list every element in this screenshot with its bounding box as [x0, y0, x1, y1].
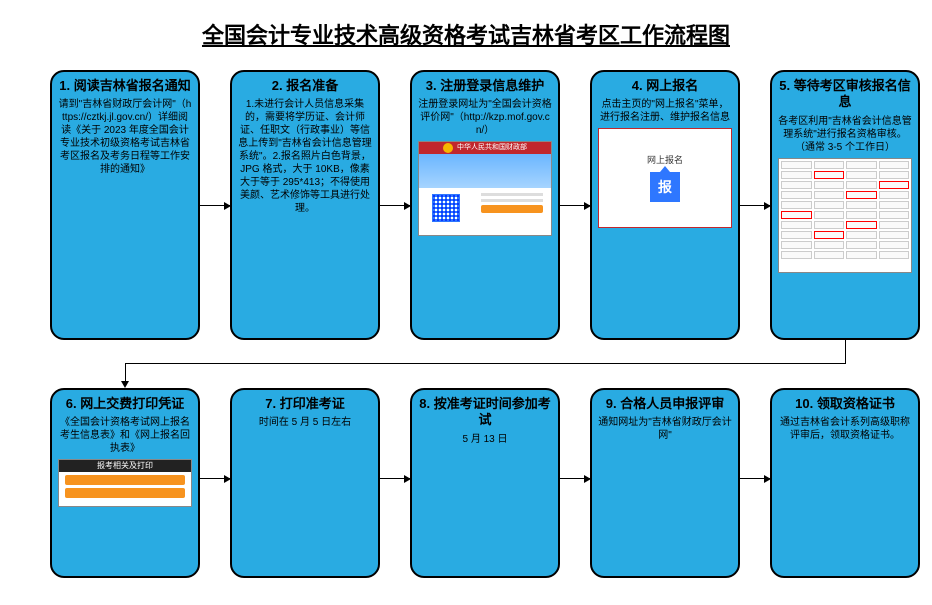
arrow-6-7 — [200, 478, 230, 479]
connector-v1 — [845, 340, 846, 363]
thumb-print-label: 报考相关及打印 — [59, 460, 191, 472]
page-title: 全国会计专业技术高级资格考试吉林省考区工作流程图 — [0, 0, 932, 58]
box-2-title: 2. 报名准备 — [238, 78, 372, 94]
thumb-icon: 网上报名 报 — [598, 128, 732, 228]
flow-box-5: 5. 等待考区审核报名信息 各考区利用"吉林省会计信息管理系统"进行报名资格审核… — [770, 70, 920, 340]
thumb-icon-label: 网上报名 — [647, 153, 683, 166]
box-6-body: 《全国会计资格考试网上报名考生信息表》和《网上报名回执表》 — [58, 416, 192, 455]
box-8-title: 8. 按准考证时间参加考试 — [418, 396, 552, 429]
flow-box-2: 2. 报名准备 1.未进行会计人员信息采集的，需要将学历证、会计师证、任职文（行… — [230, 70, 380, 340]
arrow-8-9 — [560, 478, 590, 479]
report-icon: 报 — [650, 172, 680, 202]
box-4-body: 点击主页的"网上报名"菜单，进行报名注册、维护报名信息 — [598, 98, 732, 124]
flowchart: 1. 阅读吉林省报名通知 请到"吉林省财政厅会计网"（https://cztkj… — [0, 58, 932, 598]
box-4-title: 4. 网上报名 — [598, 78, 732, 94]
flow-box-1: 1. 阅读吉林省报名通知 请到"吉林省财政厅会计网"（https://cztkj… — [50, 70, 200, 340]
login-button-icon — [481, 205, 543, 213]
arrow-3-4 — [560, 205, 590, 206]
connector-h — [125, 363, 846, 364]
box-10-body: 通过吉林省会计系列高级职称评审后，领取资格证书。 — [778, 416, 912, 442]
box-9-body: 通知网址为"吉林省财政厅会计网" — [598, 416, 732, 442]
box-7-body: 时间在 5 月 5 日左右 — [238, 416, 372, 429]
box-7-title: 7. 打印准考证 — [238, 396, 372, 412]
box-1-body: 请到"吉林省财政厅会计网"（https://cztkj.jl.gov.cn/）详… — [58, 98, 192, 176]
box-2-body: 1.未进行会计人员信息采集的，需要将学历证、会计师证、任职文（行政事业）等信息上… — [238, 98, 372, 215]
flow-box-7: 7. 打印准考证 时间在 5 月 5 日左右 — [230, 388, 380, 578]
thumb-login-sky — [419, 154, 551, 188]
arrow-9-10 — [740, 478, 770, 479]
thumb-form — [778, 158, 912, 273]
qr-icon — [432, 194, 460, 222]
connector-v2 — [125, 363, 126, 383]
flow-box-6: 6. 网上交费打印凭证 《全国会计资格考试网上报名考生信息表》和《网上报名回执表… — [50, 388, 200, 578]
thumb-login: 中华人民共和国财政部 — [418, 141, 552, 236]
box-8-body: 5 月 13 日 — [418, 433, 552, 446]
box-10-title: 10. 领取资格证书 — [778, 396, 912, 412]
flow-box-10: 10. 领取资格证书 通过吉林省会计系列高级职称评审后，领取资格证书。 — [770, 388, 920, 578]
box-3-title: 3. 注册登录信息维护 — [418, 78, 552, 94]
box-3-body: 注册登录网址为"全国会计资格评价网"（http://kzp.mof.gov.cn… — [418, 98, 552, 137]
arrow-7-8 — [380, 478, 410, 479]
print-bar-1-icon — [65, 475, 185, 485]
box-1-title: 1. 阅读吉林省报名通知 — [58, 78, 192, 94]
arrow-2-3 — [380, 205, 410, 206]
flow-box-4: 4. 网上报名 点击主页的"网上报名"菜单，进行报名注册、维护报名信息 网上报名… — [590, 70, 740, 340]
box-9-title: 9. 合格人员申报评审 — [598, 396, 732, 412]
flow-box-9: 9. 合格人员申报评审 通知网址为"吉林省财政厅会计网" — [590, 388, 740, 578]
box-6-title: 6. 网上交费打印凭证 — [58, 396, 192, 412]
connector-arrowhead — [121, 381, 129, 388]
flow-box-8: 8. 按准考证时间参加考试 5 月 13 日 — [410, 388, 560, 578]
box-5-body: 各考区利用"吉林省会计信息管理系统"进行报名资格审核。（通常 3-5 个工作日） — [778, 115, 912, 154]
thumb-login-header-text: 中华人民共和国财政部 — [457, 142, 527, 154]
thumb-print: 报考相关及打印 — [58, 459, 192, 507]
box-5-title: 5. 等待考区审核报名信息 — [778, 78, 912, 111]
arrow-4-5 — [740, 205, 770, 206]
arrow-1-2 — [200, 205, 230, 206]
emblem-icon — [443, 143, 453, 153]
print-bar-2-icon — [65, 488, 185, 498]
thumb-login-header: 中华人民共和国财政部 — [419, 142, 551, 154]
flow-box-3: 3. 注册登录信息维护 注册登录网址为"全国会计资格评价网"（http://kz… — [410, 70, 560, 340]
